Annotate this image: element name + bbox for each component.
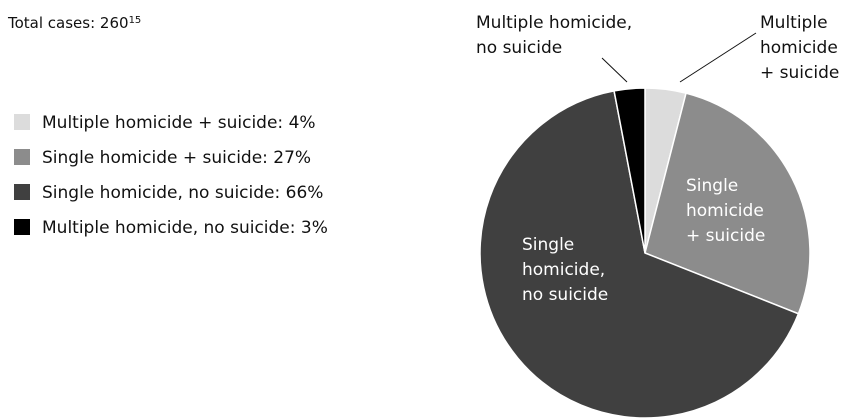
leader-line <box>601 57 628 83</box>
slice-label-line: Single <box>522 235 574 255</box>
slice-label-line: no suicide <box>522 285 608 305</box>
slice-label-line: homicide, <box>522 260 605 280</box>
slice-label-line: no suicide <box>476 38 562 58</box>
slice-label-line: Multiple <box>760 13 828 33</box>
slice-label-line: Single <box>686 176 738 196</box>
legend-label: Multiple homicide, no suicide: 3% <box>42 218 328 238</box>
slice-label: Single homicide + suicide <box>686 176 765 246</box>
slice-label: Single homicide, no suicide <box>522 235 608 305</box>
legend-label: Multiple homicide + suicide: 4% <box>42 113 316 133</box>
slice-label-line: homicide <box>760 38 838 58</box>
pie-slice <box>479 90 800 419</box>
chart-title: Total cases: 26015 <box>7 14 141 32</box>
legend-label: Single homicide + suicide: 27% <box>42 148 311 168</box>
slice-label-line: Multiple homicide, <box>476 13 632 33</box>
legend-swatch <box>14 219 30 235</box>
slice-label-line: + suicide <box>760 63 839 83</box>
legend-swatch <box>14 149 30 165</box>
slice-label-line: + suicide <box>686 226 765 246</box>
title-text: Total cases: 260 <box>7 14 129 32</box>
leader-line <box>679 32 757 83</box>
legend-swatch <box>14 184 30 200</box>
slice-label: Multiple homicide + suicide <box>760 13 839 83</box>
pie-slice <box>613 87 646 254</box>
slice-label: Multiple homicide, no suicide <box>476 13 632 58</box>
legend-swatch <box>14 114 30 130</box>
footnote-marker: 15 <box>129 15 142 26</box>
slice-label-line: homicide <box>686 201 764 221</box>
pie-slice <box>644 92 811 315</box>
legend-label: Single homicide, no suicide: 66% <box>42 183 323 203</box>
